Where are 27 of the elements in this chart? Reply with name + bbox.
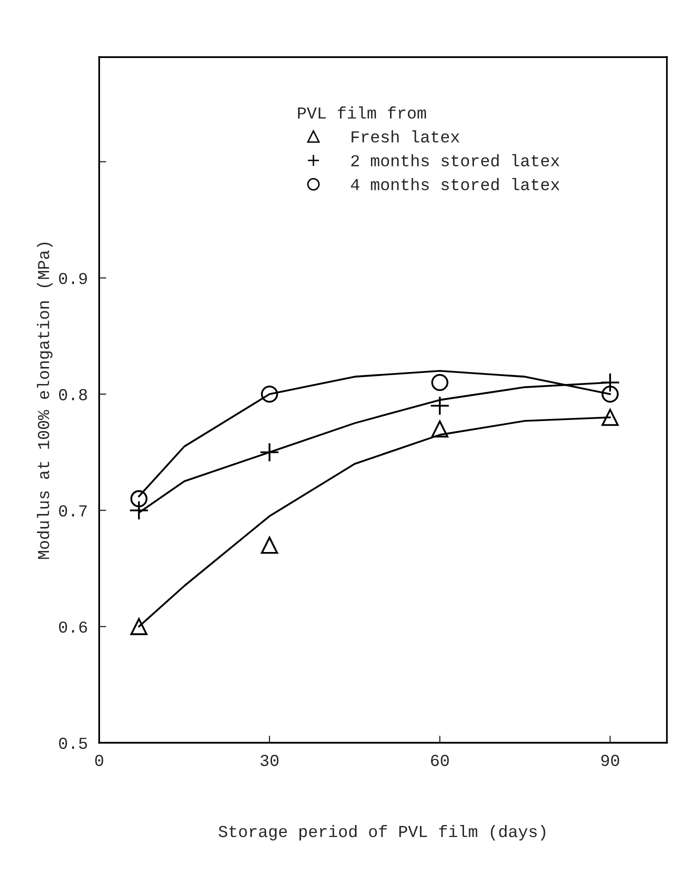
legend-title: PVL film from <box>298 106 426 119</box>
point <box>130 618 148 636</box>
x-axis-title: Storage period of PVL film (days) <box>218 824 546 840</box>
point <box>260 536 278 554</box>
point <box>431 420 448 438</box>
legend-label: 4 months stored latex <box>350 178 560 190</box>
point <box>602 408 619 426</box>
point <box>602 386 619 403</box>
point <box>430 396 450 416</box>
point <box>128 500 149 520</box>
point <box>260 386 278 403</box>
legend-label: Fresh latex <box>352 130 460 143</box>
y-tick-label: 0.7 <box>59 505 87 517</box>
y-tick-label: 0.8 <box>59 389 87 400</box>
point <box>431 374 448 392</box>
y-axis-title: Modulus at 100% elongation (MPa) <box>36 242 53 559</box>
x-tick-label: 90 <box>601 754 620 766</box>
y-tick-label: 0.9 <box>59 272 87 284</box>
x-tick-label: 60 <box>431 754 449 766</box>
x-tick-label: 30 <box>260 754 278 766</box>
x-tick-label: 0 <box>95 754 104 766</box>
point <box>260 442 280 462</box>
y-tick-label: 0.5 <box>59 738 88 749</box>
y-tick-label: 0.6 <box>59 621 87 633</box>
point <box>130 490 148 508</box>
point <box>600 372 620 392</box>
legend-label: 2 months stored latex <box>351 154 560 166</box>
